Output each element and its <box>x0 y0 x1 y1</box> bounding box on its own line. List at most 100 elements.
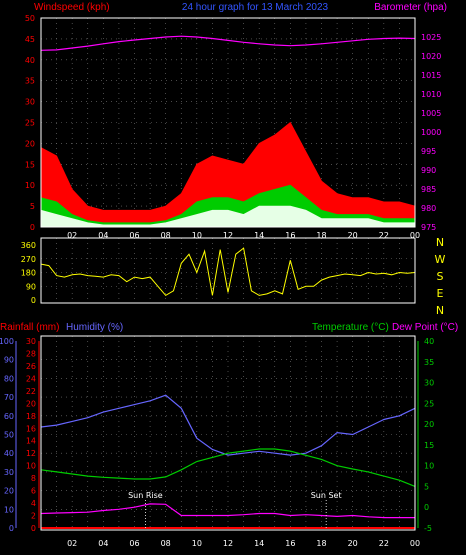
y-tick-label: 35 <box>424 358 434 367</box>
y-tick-label: 0 <box>31 296 36 305</box>
y-tick-label: 975 <box>421 223 436 232</box>
humidity-ticks: 0 10 20 30 40 50 60 70 80 90 100 <box>0 337 14 533</box>
x-tick-label: 18 <box>316 231 326 240</box>
wind-direction-grid <box>41 238 415 303</box>
x-tick-label: 04 <box>98 539 108 548</box>
sunrise-label: Sun Rise <box>128 491 163 500</box>
y-tick-label: 22 <box>26 387 36 396</box>
y-tick-label: 1010 <box>421 90 441 99</box>
x-tick-label: 06 <box>129 539 139 548</box>
x-tick-label: 02 <box>67 539 77 548</box>
x-tick-label: 06 <box>129 231 139 240</box>
barometer-ticks: 975 980 985 990 995 1000 1005 1010 1015 1020 1025 <box>421 33 441 232</box>
y-tick-label: 50 <box>25 14 35 23</box>
wind-baro-x-ticks: 02 04 06 08 10 12 14 16 18 20 22 00 <box>67 231 420 240</box>
x-tick-label: 12 <box>223 231 233 240</box>
y-tick-label: 990 <box>421 166 436 175</box>
x-tick-label: 22 <box>379 539 389 548</box>
x-tick-label: 02 <box>67 231 77 240</box>
y-tick-label: 25 <box>25 119 35 128</box>
wind-direction-series <box>40 247 416 297</box>
x-tick-label: 16 <box>285 539 295 548</box>
y-tick-label: 0 <box>424 503 429 512</box>
y-tick-label: 1015 <box>421 71 441 80</box>
y-tick-label: 30 <box>25 98 35 107</box>
y-tick-label: 14 <box>26 437 36 446</box>
y-tick-label: 995 <box>421 147 436 156</box>
temp-humidity-frame <box>40 335 416 531</box>
y-tick-label: 26 <box>26 362 36 371</box>
y-tick-label: 45 <box>25 35 35 44</box>
temperature-axis-label: Temperature (°C) <box>312 322 389 333</box>
y-tick-label: 20 <box>4 487 14 496</box>
humidity-axis-label: Humidity (%) <box>66 322 123 333</box>
y-tick-label: 10 <box>4 505 14 514</box>
x-tick-label: 12 <box>223 539 233 548</box>
y-tick-label: 10 <box>424 462 434 471</box>
y-tick-label: 15 <box>25 160 35 169</box>
series-average <box>40 184 416 228</box>
y-tick-label: 60 <box>4 412 14 421</box>
y-tick-label: 40 <box>4 449 14 458</box>
x-tick-label: 08 <box>161 231 171 240</box>
y-tick-label: 24 <box>26 374 36 383</box>
x-tick-label: 18 <box>316 539 326 548</box>
series-gust <box>40 121 416 228</box>
series-humidity- <box>40 394 416 456</box>
temp-humidity-series <box>40 394 416 529</box>
y-tick-label: 18 <box>26 412 36 421</box>
y-tick-label: 270 <box>21 255 36 264</box>
dewpoint-axis-label: Dew Point (°C) <box>392 322 458 333</box>
y-tick-label: 0 <box>31 524 36 533</box>
y-tick-label: 20 <box>26 399 36 408</box>
wind-baro-frame <box>40 17 416 228</box>
y-tick-label: 6 <box>31 487 36 496</box>
barometer-axis-label: Barometer (hpa) <box>374 2 447 13</box>
y-tick-label: 180 <box>21 269 36 278</box>
series-speed <box>40 205 416 228</box>
y-tick-label: 20 <box>25 139 35 148</box>
x-tick-label: 00 <box>410 231 420 240</box>
windspeed-axis-label: Windspeed (kph) <box>34 2 110 13</box>
y-tick-label: 25 <box>424 399 434 408</box>
y-tick-label: 2 <box>31 512 36 521</box>
y-tick-label: 40 <box>424 337 434 346</box>
y-tick-label: 30 <box>4 468 14 477</box>
x-tick-label: 00 <box>410 539 420 548</box>
y-tick-label: 1020 <box>421 52 441 61</box>
y-tick-label: 20 <box>424 420 434 429</box>
y-tick-label: 0 <box>30 223 35 232</box>
x-tick-label: 04 <box>98 231 108 240</box>
x-tick-label: 10 <box>192 539 202 548</box>
compass-label: S <box>437 270 444 283</box>
y-tick-label: 90 <box>26 282 36 291</box>
y-tick-label: 1025 <box>421 33 441 42</box>
y-tick-label: 10 <box>26 462 36 471</box>
y-tick-label: 985 <box>421 185 436 194</box>
y-tick-label: 8 <box>31 474 36 483</box>
temp-humidity-x-ticks: 02 04 06 08 10 12 14 16 18 20 22 00 <box>67 539 420 548</box>
x-tick-label: 22 <box>379 231 389 240</box>
rainfall-axis-label: Rainfall (mm) <box>0 322 59 333</box>
compass-label: W <box>435 253 446 266</box>
y-tick-label: 30 <box>424 379 434 388</box>
y-tick-label: 16 <box>26 424 36 433</box>
sun-annotations: Sun Rise Sun Set <box>128 491 342 528</box>
x-tick-label: 14 <box>254 231 264 240</box>
y-tick-label: -5 <box>424 524 432 533</box>
temperature-ticks: -5 0 5 10 15 20 25 30 35 40 <box>424 337 434 533</box>
sunset-label: Sun Set <box>311 491 342 500</box>
y-tick-label: 980 <box>421 204 436 213</box>
y-tick-label: 0 <box>9 524 14 533</box>
series-wind-direction <box>40 247 416 297</box>
y-tick-label: 40 <box>25 56 35 65</box>
chart-title: 24 hour graph for 13 March 2023 <box>182 2 329 13</box>
compass-label: N <box>436 304 444 317</box>
y-tick-label: 100 <box>0 337 14 346</box>
series-barometer <box>40 35 416 51</box>
temp-humidity-grid <box>41 336 415 530</box>
x-tick-label: 14 <box>254 539 264 548</box>
y-tick-label: 10 <box>25 181 35 190</box>
wind-baro-series <box>40 35 416 228</box>
